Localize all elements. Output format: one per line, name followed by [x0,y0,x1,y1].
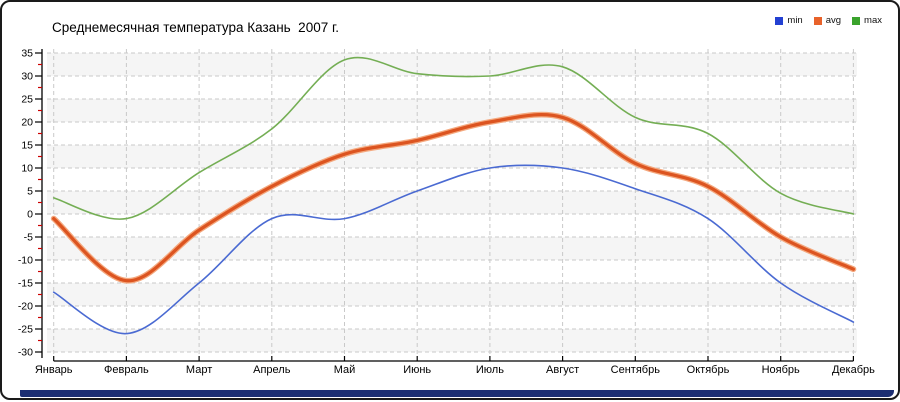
series-line-max [52,56,855,220]
plot-band [47,99,857,122]
legend-swatch-avg [813,16,822,25]
legend-item-max: max [852,15,882,26]
x-axis-label: Март [186,364,212,376]
x-axis-label: Декабрь [832,364,875,376]
x-axis-label: Апрель [253,364,291,376]
chart-title: Среднемесячная температура Казань 2007 г… [52,20,339,35]
y-axis-label: 30 [21,71,33,83]
series-line-avg [52,113,855,283]
y-axis-label: -25 [18,324,33,336]
x-axis-label: Ноябрь [762,364,800,376]
plot-band [47,237,857,260]
series-line-min [52,164,855,335]
y-axis-label: 15 [21,140,33,152]
legend-swatch-min [775,16,784,25]
bottom-bar [20,390,894,397]
x-axis-label: Февраль [104,364,149,376]
plot-band [47,145,857,168]
y-axis-label: 5 [27,186,33,198]
y-axis-label: -15 [18,278,33,290]
legend-label-avg: avg [825,15,842,26]
plot-band [47,283,857,306]
legend-item-avg: avg [813,15,842,26]
y-axis-label: 0 [27,209,33,221]
x-axis-label: Август [546,364,579,376]
y-axis-label: 10 [21,163,33,175]
x-axis-label: Сентябрь [611,364,661,376]
y-axis-label: 20 [21,117,33,129]
x-axis-label: Май [334,364,356,376]
legend-swatch-max [852,16,861,25]
x-axis-label: Октябрь [687,364,730,376]
x-axis-label: Январь [35,364,73,376]
y-axis-label: 25 [21,94,33,106]
plot-band [47,53,857,76]
plot-band [47,329,857,352]
y-axis-label: -5 [24,232,33,244]
y-axis-label: -20 [18,301,33,313]
y-axis-label: -10 [18,255,33,267]
x-axis-label: Июнь [403,364,431,376]
legend: min avg max [775,15,882,26]
x-axis-label: Июль [476,364,504,376]
y-axis-label: -30 [18,347,33,359]
y-axis-label: 35 [21,48,33,60]
legend-label-min: min [787,15,803,26]
legend-item-min: min [775,15,803,26]
legend-label-max: max [864,15,882,26]
